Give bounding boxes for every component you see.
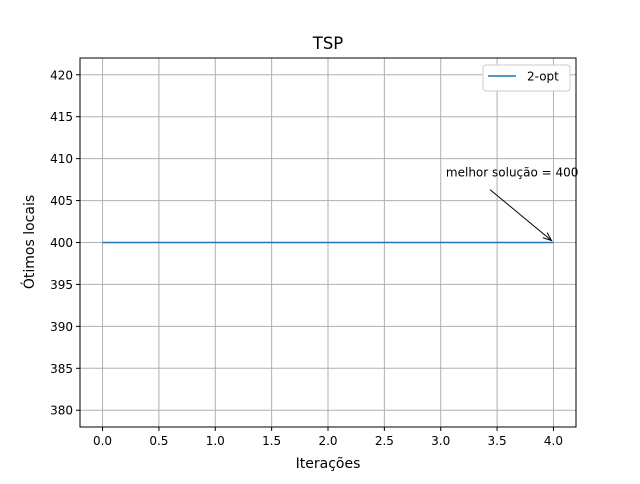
x-tick-label: 2.0	[318, 434, 337, 448]
legend-box	[482, 64, 571, 92]
y-tick-label: 420	[50, 68, 73, 82]
y-tick-label: 400	[50, 236, 73, 250]
y-tick-label: 405	[50, 194, 73, 208]
y-tick-label: 395	[50, 278, 73, 292]
x-tick-label: 0.5	[149, 434, 168, 448]
annotation-arrowhead	[542, 232, 553, 242]
annotation-text: melhor solução = 400	[446, 166, 579, 180]
x-tick-label: 1.0	[206, 434, 225, 448]
x-tick-label: 1.5	[262, 434, 281, 448]
x-tick-label: 3.0	[431, 434, 450, 448]
y-tick-label: 415	[50, 110, 73, 124]
legend: 2-opt	[482, 64, 571, 92]
annotation: melhor solução = 400	[446, 166, 579, 242]
y-tick-label: 410	[50, 152, 73, 166]
annotation-arrow	[489, 189, 552, 241]
x-tick-label: 4.0	[544, 434, 563, 448]
x-axis-label: Iterações	[296, 456, 361, 472]
legend-label: 2-opt	[527, 70, 559, 84]
x-tick-label: 0.0	[93, 434, 112, 448]
y-tick-label: 385	[50, 362, 73, 376]
x-tick-label: 3.5	[488, 434, 507, 448]
x-tick-label: 2.5	[375, 434, 394, 448]
y-tick-label: 380	[50, 404, 73, 418]
x-axis: 0.0 0.5 1.0 1.5 2.0 2.5 3.0 3.5 4.0	[93, 427, 563, 448]
y-axis: 380 385 390 395 400 405 410 415 420	[50, 68, 80, 418]
chart-title: TSP	[312, 34, 344, 53]
y-axis-label: Ótimos locais	[20, 195, 38, 289]
y-tick-label: 390	[50, 320, 73, 334]
